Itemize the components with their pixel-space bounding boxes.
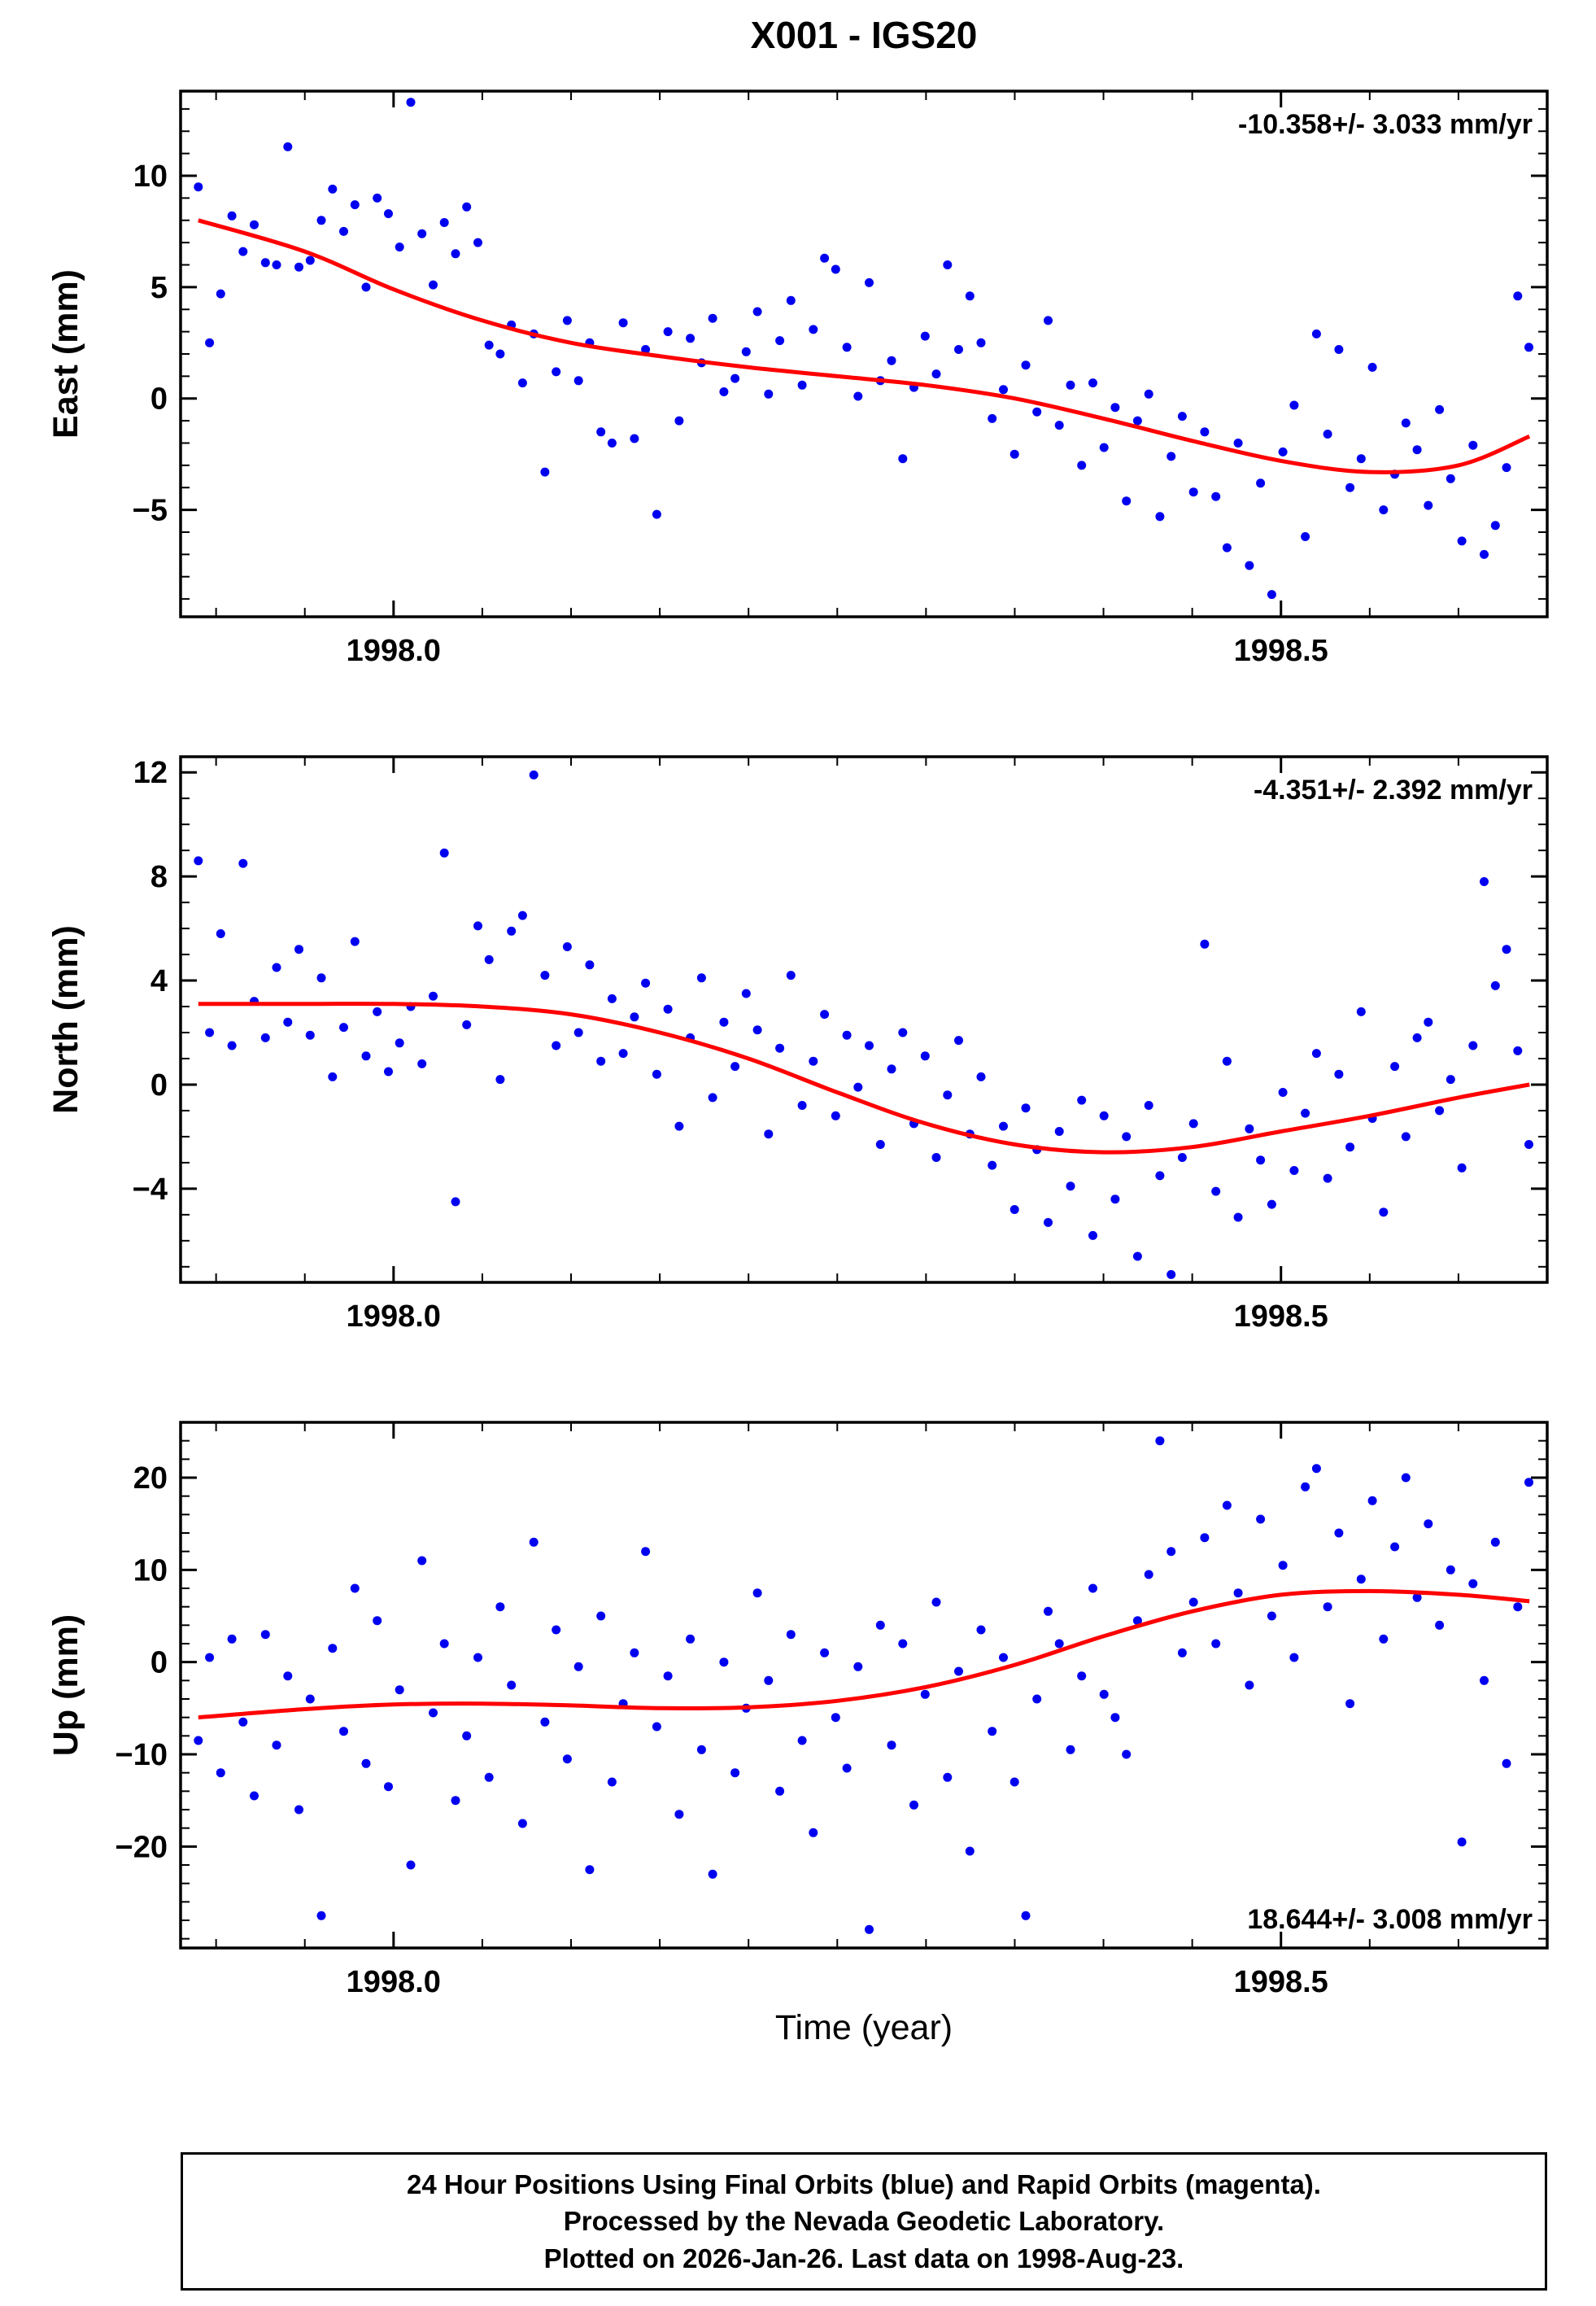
caption-box: 24 Hour Positions Using Final Orbits (bl… — [181, 2152, 1547, 2291]
svg-text:1998.5: 1998.5 — [1234, 1299, 1328, 1334]
east-tick-labels: 1998.0 1998.5 −5 0 5 10 — [133, 159, 1328, 668]
svg-text:0: 0 — [150, 1646, 168, 1680]
svg-text:−10: −10 — [116, 1738, 168, 1772]
svg-text:0: 0 — [150, 1068, 168, 1103]
east-ticks — [181, 91, 1548, 617]
svg-text:−5: −5 — [133, 494, 168, 528]
east-scatter-points — [194, 98, 1533, 600]
caption-line-3: Plotted on 2026-Jan-26. Last data on 199… — [543, 2243, 1184, 2273]
svg-text:0: 0 — [150, 382, 168, 417]
svg-text:10: 10 — [133, 1553, 168, 1588]
north-scatter-points — [194, 770, 1533, 1279]
svg-text:−20: −20 — [116, 1830, 168, 1864]
up-tick-labels: 1998.0 1998.5 −20 −10 0 10 20 — [116, 1461, 1328, 1999]
east-rate-annotation: -10.358+/- 3.033 mm/yr — [1238, 109, 1533, 140]
north-panel: 1998.0 1998.5 −4 0 4 8 12 North (mm) -4.351+/- 2… — [46, 755, 1549, 1334]
timeseries-chart: 1998.0 1998.5 −5 0 5 10 East (mm) -10.358+/- 3.… — [46, 90, 1549, 1999]
east-panel: 1998.0 1998.5 −5 0 5 10 East (mm) -10.358+/- 3.… — [46, 90, 1549, 668]
svg-text:1998.0: 1998.0 — [347, 1299, 441, 1334]
svg-text:8: 8 — [150, 860, 168, 894]
svg-text:1998.0: 1998.0 — [347, 634, 441, 668]
up-scatter-points — [194, 1436, 1533, 1934]
svg-text:1998.5: 1998.5 — [1234, 1965, 1328, 1999]
north-axis-label: North (mm) — [46, 925, 85, 1114]
svg-text:1998.0: 1998.0 — [347, 1965, 441, 1999]
x-axis-label: Time (year) — [774, 2008, 953, 2047]
up-trend-line — [198, 1588, 1530, 1720]
east-trend-line — [198, 218, 1531, 474]
east-plot-frame — [179, 90, 1549, 618]
east-axis-label: East (mm) — [46, 269, 85, 439]
up-panel: 1998.0 1998.5 −20 −10 0 10 20 Up (mm) 18.644+/- … — [46, 1421, 1549, 1999]
svg-text:1998.5: 1998.5 — [1234, 634, 1328, 668]
up-axis-label: Up (mm) — [46, 1614, 85, 1756]
svg-text:−4: −4 — [133, 1173, 168, 1207]
up-plot-frame — [179, 1421, 1549, 1950]
svg-text:4: 4 — [150, 964, 168, 998]
svg-text:20: 20 — [133, 1461, 168, 1496]
north-tick-labels: 1998.0 1998.5 −4 0 4 8 12 — [133, 756, 1328, 1334]
page-title: X001 - IGS20 — [750, 14, 978, 56]
up-rate-annotation: 18.644+/- 3.008 mm/yr — [1247, 1904, 1533, 1935]
north-ticks — [181, 757, 1548, 1282]
caption-line-2: Processed by the Nevada Geodetic Laborat… — [563, 2206, 1165, 2237]
svg-text:12: 12 — [133, 756, 168, 790]
north-plot-frame — [179, 755, 1549, 1284]
north-trend-line — [198, 1002, 1530, 1155]
svg-text:5: 5 — [150, 271, 168, 305]
north-rate-annotation: -4.351+/- 2.392 mm/yr — [1254, 775, 1533, 806]
svg-text:10: 10 — [133, 159, 168, 194]
caption-line-1: 24 Hour Positions Using Final Orbits (bl… — [407, 2169, 1321, 2200]
up-ticks — [181, 1422, 1548, 1948]
